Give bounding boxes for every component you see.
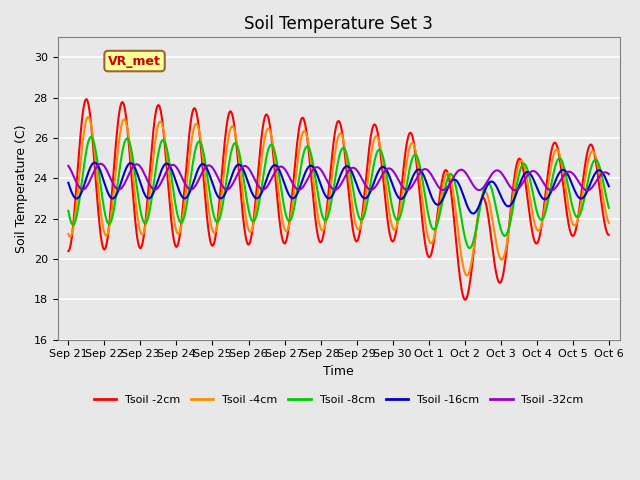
Line: Tsoil -8cm: Tsoil -8cm: [68, 137, 609, 248]
Tsoil -32cm: [186, 186, 193, 192]
Tsoil -16cm: [74, 195, 82, 201]
Tsoil -8cm: [74, 205, 82, 211]
Title: Soil Temperature Set 3: Soil Temperature Set 3: [244, 15, 433, 33]
Tsoil -2cm: [461, 297, 469, 302]
Tsoil -8cm: [466, 245, 474, 251]
Line: Tsoil -32cm: Tsoil -32cm: [68, 164, 609, 191]
X-axis label: Time: Time: [323, 365, 354, 378]
Tsoil -16cm: [405, 184, 413, 190]
Tsoil -32cm: [605, 171, 612, 177]
Tsoil -8cm: [87, 134, 95, 140]
Line: Tsoil -4cm: Tsoil -4cm: [68, 117, 609, 276]
Tsoil -32cm: [131, 162, 138, 168]
Tsoil -2cm: [186, 131, 193, 136]
Line: Tsoil -16cm: Tsoil -16cm: [68, 163, 609, 214]
Tsoil -32cm: [65, 163, 72, 169]
Tsoil -16cm: [214, 193, 222, 199]
Y-axis label: Soil Temperature (C): Soil Temperature (C): [15, 124, 28, 253]
Tsoil -4cm: [84, 114, 92, 120]
Tsoil -8cm: [605, 205, 612, 211]
Tsoil -16cm: [421, 175, 429, 180]
Tsoil -4cm: [405, 147, 413, 153]
Tsoil -16cm: [65, 180, 72, 186]
Tsoil -2cm: [74, 162, 82, 168]
Tsoil -8cm: [65, 208, 72, 214]
Tsoil -4cm: [214, 219, 222, 225]
Tsoil -32cm: [214, 175, 222, 180]
Tsoil -2cm: [605, 232, 612, 238]
Tsoil -16cm: [91, 160, 99, 166]
Tsoil -8cm: [405, 169, 413, 175]
Tsoil -8cm: [131, 167, 138, 172]
Tsoil -16cm: [131, 164, 138, 170]
Tsoil -16cm: [469, 211, 477, 216]
Tsoil -16cm: [186, 190, 193, 196]
Line: Tsoil -2cm: Tsoil -2cm: [68, 99, 609, 300]
Text: VR_met: VR_met: [108, 55, 161, 68]
Tsoil -32cm: [583, 188, 591, 193]
Tsoil -32cm: [405, 187, 413, 192]
Legend: Tsoil -2cm, Tsoil -4cm, Tsoil -8cm, Tsoil -16cm, Tsoil -32cm: Tsoil -2cm, Tsoil -4cm, Tsoil -8cm, Tsoi…: [89, 391, 588, 410]
Tsoil -32cm: [74, 182, 82, 188]
Tsoil -8cm: [421, 191, 429, 196]
Tsoil -2cm: [131, 210, 138, 216]
Tsoil -4cm: [421, 215, 429, 221]
Tsoil -16cm: [605, 183, 612, 189]
Tsoil -32cm: [421, 166, 429, 172]
Tsoil -32cm: [97, 161, 104, 167]
Tsoil -4cm: [74, 184, 82, 190]
Tsoil -8cm: [214, 219, 222, 225]
Tsoil -4cm: [605, 220, 612, 226]
Tsoil -2cm: [214, 214, 222, 220]
Tsoil -8cm: [186, 184, 193, 190]
Tsoil -2cm: [65, 248, 72, 254]
Tsoil -4cm: [463, 273, 470, 278]
Tsoil -2cm: [83, 96, 90, 102]
Tsoil -4cm: [65, 231, 72, 237]
Tsoil -4cm: [186, 156, 193, 161]
Tsoil -2cm: [405, 132, 413, 137]
Tsoil -2cm: [421, 238, 429, 243]
Tsoil -4cm: [131, 187, 138, 193]
